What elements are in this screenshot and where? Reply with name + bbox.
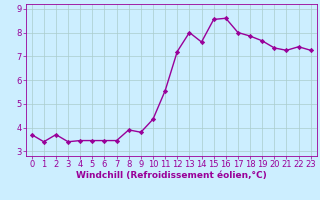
X-axis label: Windchill (Refroidissement éolien,°C): Windchill (Refroidissement éolien,°C) (76, 171, 267, 180)
